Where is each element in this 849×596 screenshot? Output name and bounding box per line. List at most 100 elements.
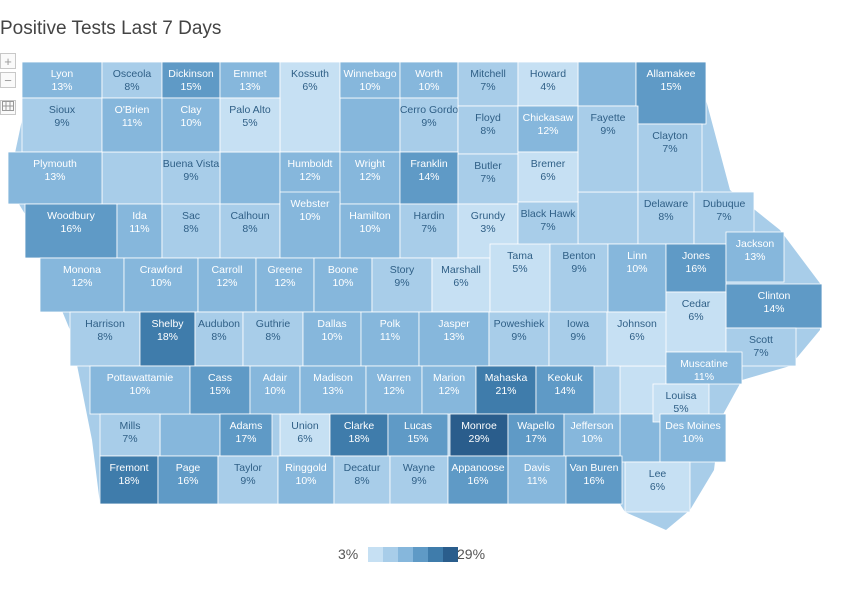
county-johnson[interactable]	[606, 311, 668, 367]
county-value-bremer: 6%	[540, 171, 555, 183]
county-name-wayne: Wayne	[403, 462, 435, 474]
county-calhoun[interactable]	[219, 203, 281, 259]
county-page[interactable]	[157, 455, 219, 505]
legend-swatch-6	[443, 547, 458, 562]
county-marshall[interactable]	[431, 257, 491, 313]
county-emmet[interactable]	[219, 61, 281, 99]
table-icon[interactable]	[0, 100, 16, 115]
county-lee[interactable]	[624, 461, 691, 513]
county-des-moines[interactable]	[659, 413, 727, 463]
county-palo-alto[interactable]	[219, 97, 281, 153]
county-hamilton[interactable]	[339, 203, 401, 259]
county-warren[interactable]	[365, 365, 423, 415]
county-winnebago[interactable]	[339, 61, 401, 99]
county-union[interactable]	[279, 413, 331, 457]
county-kossuth[interactable]	[279, 61, 341, 153]
county-unlabeled-2[interactable]	[101, 151, 163, 205]
county-wright[interactable]	[339, 151, 401, 205]
legend-swatch-4	[413, 547, 428, 562]
county-poweshiek[interactable]	[488, 311, 550, 367]
county-name-webster: Webster	[291, 198, 330, 210]
county-crawford[interactable]	[123, 257, 199, 313]
zoom-out-button[interactable]: −	[0, 72, 16, 88]
county-buena-vista[interactable]	[161, 151, 221, 205]
county-audubon[interactable]	[194, 311, 244, 367]
county-mitchell[interactable]	[457, 61, 519, 107]
county-value-kossuth: 6%	[302, 81, 317, 93]
county-mahaska[interactable]	[475, 365, 537, 415]
county-name-plymouth: Plymouth	[33, 158, 77, 170]
county-unlabeled-8[interactable]	[159, 413, 221, 457]
county-van-buren[interactable]	[565, 455, 623, 505]
county-chickasaw[interactable]	[517, 105, 579, 153]
county-clarke[interactable]	[329, 413, 389, 457]
county-wapello[interactable]	[507, 413, 565, 457]
county-decatur[interactable]	[333, 455, 391, 505]
county-clay[interactable]	[161, 97, 221, 153]
county-hardin[interactable]	[399, 203, 459, 259]
county-value-ringgold: 10%	[295, 475, 316, 487]
county-sioux[interactable]	[21, 97, 103, 153]
legend-max-label: 29%	[457, 546, 486, 562]
county-value-hardin: 7%	[421, 223, 436, 235]
county-mills[interactable]	[99, 413, 161, 457]
county-fremont[interactable]	[99, 455, 159, 505]
county-allamakee[interactable]	[635, 61, 707, 125]
county-name-sioux: Sioux	[49, 104, 76, 116]
county-osceola[interactable]	[101, 61, 163, 99]
county-delaware[interactable]	[637, 191, 695, 245]
county-jones[interactable]	[665, 243, 727, 293]
county-boone[interactable]	[313, 257, 373, 313]
county-value-franklin: 14%	[418, 171, 439, 183]
county-muscatine[interactable]	[665, 351, 743, 385]
county-dallas[interactable]	[302, 311, 362, 367]
county-clinton[interactable]	[725, 283, 823, 329]
county-monroe[interactable]	[449, 413, 509, 457]
county-value-grundy: 3%	[480, 223, 495, 235]
county-cedar[interactable]	[665, 291, 727, 353]
county-value-chickasaw: 12%	[537, 125, 558, 137]
county-floyd[interactable]	[457, 105, 519, 155]
county-name-o-brien: O'Brien	[115, 104, 150, 116]
county-linn[interactable]	[607, 243, 667, 313]
county-pottawattamie[interactable]	[89, 365, 191, 415]
county-sac[interactable]	[161, 203, 221, 259]
county-o-brien[interactable]	[101, 97, 163, 153]
county-appanoose[interactable]	[447, 455, 509, 505]
zoom-in-button[interactable]: +	[0, 53, 16, 69]
county-jackson[interactable]	[725, 231, 785, 283]
county-unlabeled-5[interactable]	[577, 191, 639, 245]
county-webster[interactable]	[279, 191, 341, 259]
county-keokuk[interactable]	[535, 365, 595, 415]
county-value-mahaska: 21%	[495, 385, 516, 397]
county-story[interactable]	[371, 257, 433, 313]
county-greene[interactable]	[255, 257, 315, 313]
county-unlabeled-4[interactable]	[339, 97, 401, 153]
county-value-taylor: 9%	[240, 475, 255, 487]
county-name-dallas: Dallas	[317, 318, 346, 330]
county-cerro-gordo[interactable]	[399, 97, 459, 153]
county-name-lee: Lee	[649, 468, 667, 480]
county-madison[interactable]	[299, 365, 367, 415]
county-cass[interactable]	[189, 365, 251, 415]
county-wayne[interactable]	[389, 455, 449, 505]
county-marion[interactable]	[421, 365, 477, 415]
county-butler[interactable]	[457, 153, 519, 205]
county-value-wayne: 9%	[411, 475, 426, 487]
county-value-cass: 15%	[209, 385, 230, 397]
county-tama[interactable]	[489, 243, 551, 313]
county-unlabeled-3[interactable]	[219, 151, 281, 205]
county-clayton[interactable]	[637, 123, 703, 193]
county-value-adams: 17%	[235, 433, 256, 445]
county-carroll[interactable]	[197, 257, 257, 313]
county-name-bremer: Bremer	[531, 158, 566, 170]
county-ringgold[interactable]	[277, 455, 335, 505]
county-davis[interactable]	[507, 455, 567, 505]
county-name-decatur: Decatur	[344, 462, 381, 474]
county-adams[interactable]	[219, 413, 273, 457]
county-plymouth[interactable]	[7, 151, 103, 205]
county-name-audubon: Audubon	[198, 318, 240, 330]
county-name-howard: Howard	[530, 68, 566, 80]
county-unlabeled-1[interactable]	[577, 61, 637, 107]
county-lucas[interactable]	[387, 413, 449, 457]
